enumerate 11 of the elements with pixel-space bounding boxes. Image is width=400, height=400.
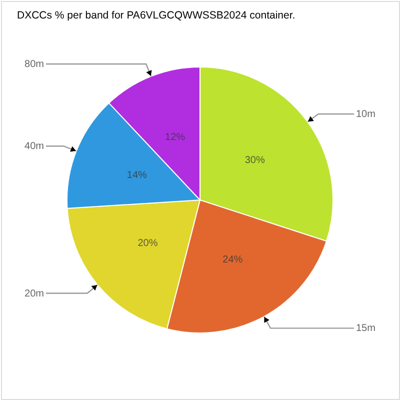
slice-label: 20m — [24, 288, 44, 300]
data-label: 12% — [165, 132, 186, 143]
slice-label: 10m — [356, 109, 376, 120]
data-label: 14% — [126, 170, 148, 182]
slice-label: 80m — [24, 58, 44, 70]
data-label: 30% — [244, 155, 265, 166]
slice-label: 40m — [24, 141, 44, 152]
slice-label: 15m — [356, 323, 376, 334]
data-label: 20% — [138, 238, 158, 250]
data-label: 24% — [222, 254, 243, 266]
chart-title: DXCCs % per band for PA6VLGCQWWSSB2024 container. — [17, 10, 296, 22]
